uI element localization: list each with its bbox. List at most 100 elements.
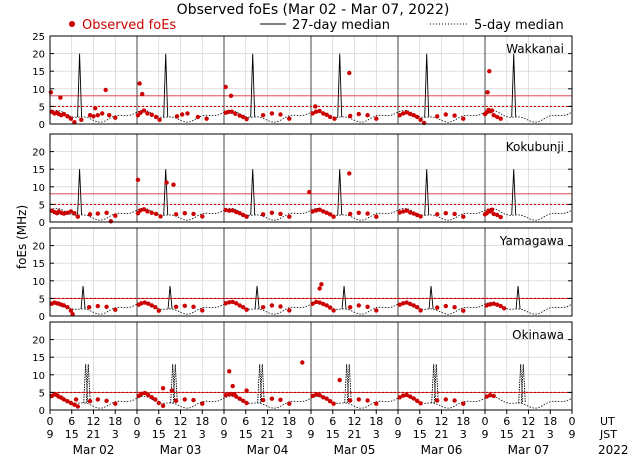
median-spike xyxy=(424,53,430,117)
observed-point xyxy=(237,113,242,118)
observed-point xyxy=(487,69,492,74)
observed-point xyxy=(356,303,361,308)
x-tick-label-ut: 6 xyxy=(416,415,423,428)
observed-point xyxy=(227,208,232,213)
median-spike xyxy=(431,364,437,403)
observed-point xyxy=(452,305,457,310)
y-tick-label: 10 xyxy=(32,183,45,194)
x-tick-label-jst: 9 xyxy=(569,428,576,441)
observed-point xyxy=(223,393,228,398)
observed-point xyxy=(95,303,101,309)
y-tick-label: 20 xyxy=(32,336,45,347)
observed-point xyxy=(278,211,283,217)
observed-point xyxy=(452,113,457,118)
observed-point xyxy=(180,112,185,117)
x-tick-label-ut: 18 xyxy=(195,415,209,428)
observed-point xyxy=(200,308,205,313)
observed-point xyxy=(404,208,409,213)
observed-point xyxy=(489,108,495,113)
observed-point xyxy=(278,112,283,117)
panel-frame xyxy=(49,227,573,317)
observed-point xyxy=(234,209,239,215)
chart-panels: 0 5 10 15 20 25 Wakkanai 0 5 10 15 20 Kokubunji 0 5 10 1… xyxy=(32,32,573,417)
observed-point xyxy=(443,112,448,117)
observed-point xyxy=(113,213,118,218)
median-spike xyxy=(424,169,430,215)
observed-point xyxy=(401,393,406,398)
observed-point xyxy=(401,111,406,116)
observed-point xyxy=(72,120,77,125)
observed-point xyxy=(153,114,159,120)
x-tick-label-jst: 3 xyxy=(460,428,467,441)
observed-point xyxy=(331,401,336,406)
observed-point xyxy=(68,116,74,121)
observed-point xyxy=(240,212,246,218)
y-tick-label: 5 xyxy=(39,102,45,113)
y-tick-label: 0 xyxy=(39,312,45,323)
observed-point xyxy=(491,113,496,118)
observed-point xyxy=(324,303,329,308)
observed-point xyxy=(452,211,457,217)
observed-point xyxy=(72,211,77,216)
observed-point xyxy=(461,401,466,406)
observed-point xyxy=(61,397,67,402)
median-spike xyxy=(250,169,256,215)
observed-point xyxy=(401,209,406,214)
y-tick-label: 10 xyxy=(32,277,45,288)
observed-point xyxy=(237,303,242,308)
observed-point xyxy=(191,211,196,217)
observed-point xyxy=(223,84,228,90)
station-name: Kokubunji xyxy=(506,140,564,154)
observed-point xyxy=(237,211,242,216)
y-tick-label: 20 xyxy=(32,242,45,253)
observed-point xyxy=(317,286,322,291)
median-spike xyxy=(254,286,260,309)
day-label: Mar 06 xyxy=(421,443,463,457)
observed-point xyxy=(234,301,239,306)
observed-point xyxy=(232,392,237,397)
observed-point xyxy=(139,391,144,396)
observed-point xyxy=(142,390,147,396)
day-label: Mar 05 xyxy=(334,443,376,457)
observed-point xyxy=(397,113,402,118)
observed-point xyxy=(72,402,77,407)
observed-point xyxy=(153,397,158,402)
observed-point xyxy=(443,397,448,402)
x-tick-label-jst: 3 xyxy=(286,428,293,441)
y-tick-label: 5 xyxy=(39,388,45,399)
observed-point xyxy=(135,177,141,182)
observed-point xyxy=(491,393,496,399)
x-tick-label-jst: 3 xyxy=(199,428,206,441)
observed-point xyxy=(269,111,275,116)
chart-title: Observed foEs (Mar 02 - Mar 07, 2022) xyxy=(177,2,450,18)
observed-point xyxy=(498,303,503,309)
x-tick-label-jst: 9 xyxy=(221,428,228,441)
observed-point xyxy=(79,117,84,123)
x-tick-label-jst: 15 xyxy=(65,428,79,441)
observed-point xyxy=(365,211,370,216)
median-spike xyxy=(172,364,178,403)
observed-point xyxy=(491,301,496,306)
x-tick-label-jst: 15 xyxy=(239,428,253,441)
median-spike xyxy=(346,364,352,403)
x-tick-label-ut: 12 xyxy=(174,415,188,428)
observed-point xyxy=(435,398,440,403)
median-spike xyxy=(337,169,343,215)
observed-point xyxy=(491,211,496,217)
x-tick-label-jst: 9 xyxy=(308,428,315,441)
median-spike xyxy=(170,364,176,403)
observed-point xyxy=(411,396,416,401)
observed-point xyxy=(435,305,440,310)
observed-point xyxy=(182,397,187,402)
observed-point xyxy=(240,398,246,403)
median-spike xyxy=(433,364,439,403)
observed-point xyxy=(58,95,63,100)
observed-point xyxy=(91,114,96,119)
observed-point xyxy=(401,301,406,306)
observed-point xyxy=(414,305,420,310)
observed-point xyxy=(107,113,112,118)
x-tick-label-jst: 9 xyxy=(482,428,489,441)
observed-point xyxy=(287,214,292,219)
panel-frame xyxy=(49,35,573,125)
